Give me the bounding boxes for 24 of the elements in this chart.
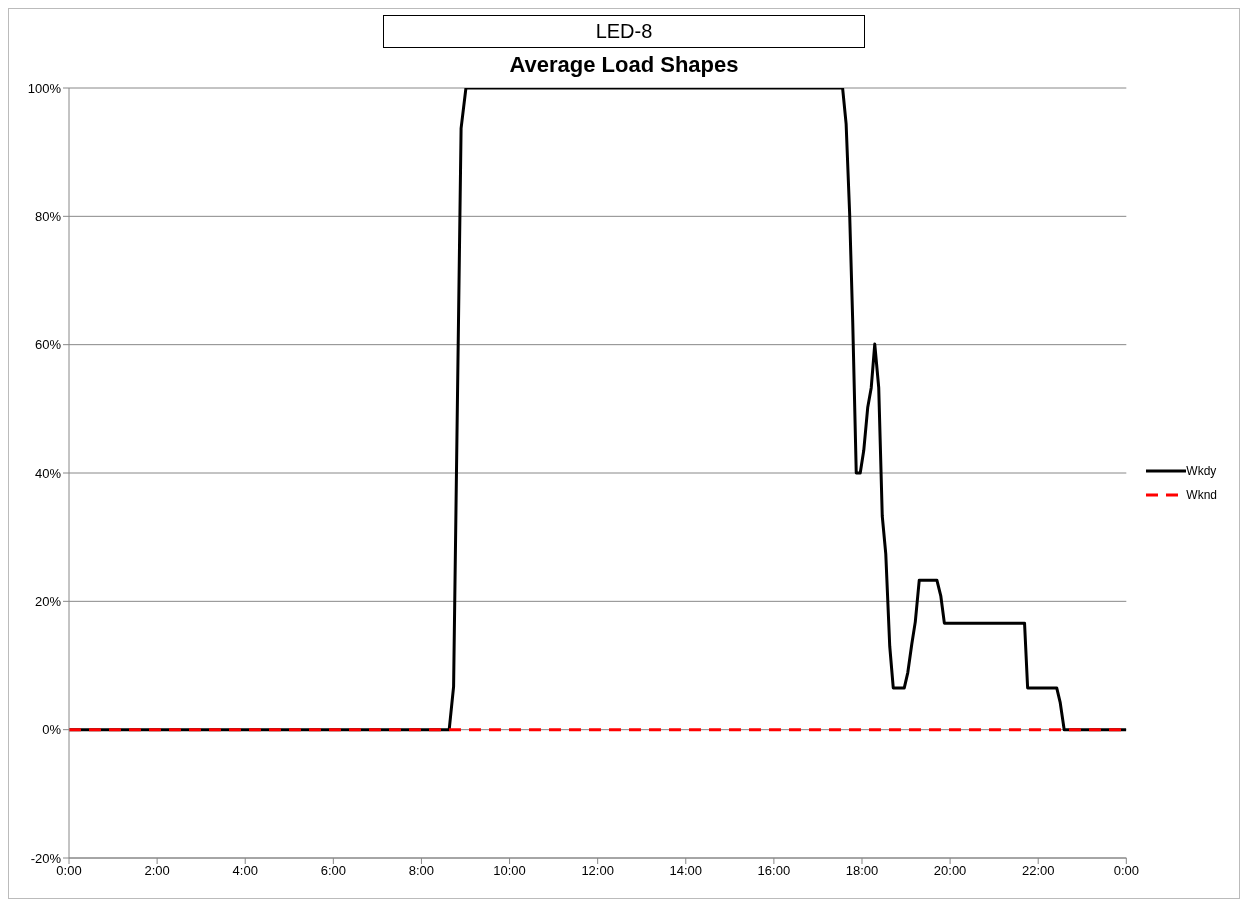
x-tick-label: 22:00 <box>1021 863 1055 879</box>
x-tick-label: 18:00 <box>845 863 879 879</box>
x-tick-label: 4:00 <box>232 863 258 879</box>
x-tick-label: 12:00 <box>581 863 614 879</box>
x-tick-label: 0:00 <box>56 863 82 879</box>
y-tick-label: 80% <box>34 208 62 224</box>
y-tick-label: 100% <box>27 80 62 96</box>
y-tick-label: 40% <box>34 465 62 481</box>
y-tick-label: 0% <box>42 722 62 738</box>
y-tick-label: -20% <box>30 850 62 866</box>
x-tick-label: 16:00 <box>757 863 791 879</box>
x-tick-label: 6:00 <box>320 863 346 879</box>
x-tick-label: 14:00 <box>669 863 703 879</box>
x-tick-label: 8:00 <box>408 863 435 879</box>
chart-subtitle: Average Load Shapes <box>508 52 740 78</box>
x-tick-label: 10:00 <box>493 863 526 879</box>
x-tick-label: 2:00 <box>144 863 170 879</box>
chart-title: LED-8 <box>383 15 865 48</box>
y-tick-label: 60% <box>34 337 62 353</box>
x-tick-label: 20:00 <box>933 863 967 879</box>
y-tick-label: 20% <box>34 593 62 609</box>
x-tick-label: 0:00 <box>1113 863 1139 879</box>
legend-label: Wknd <box>1186 488 1217 502</box>
legend-label: Wkdy <box>1186 464 1217 478</box>
